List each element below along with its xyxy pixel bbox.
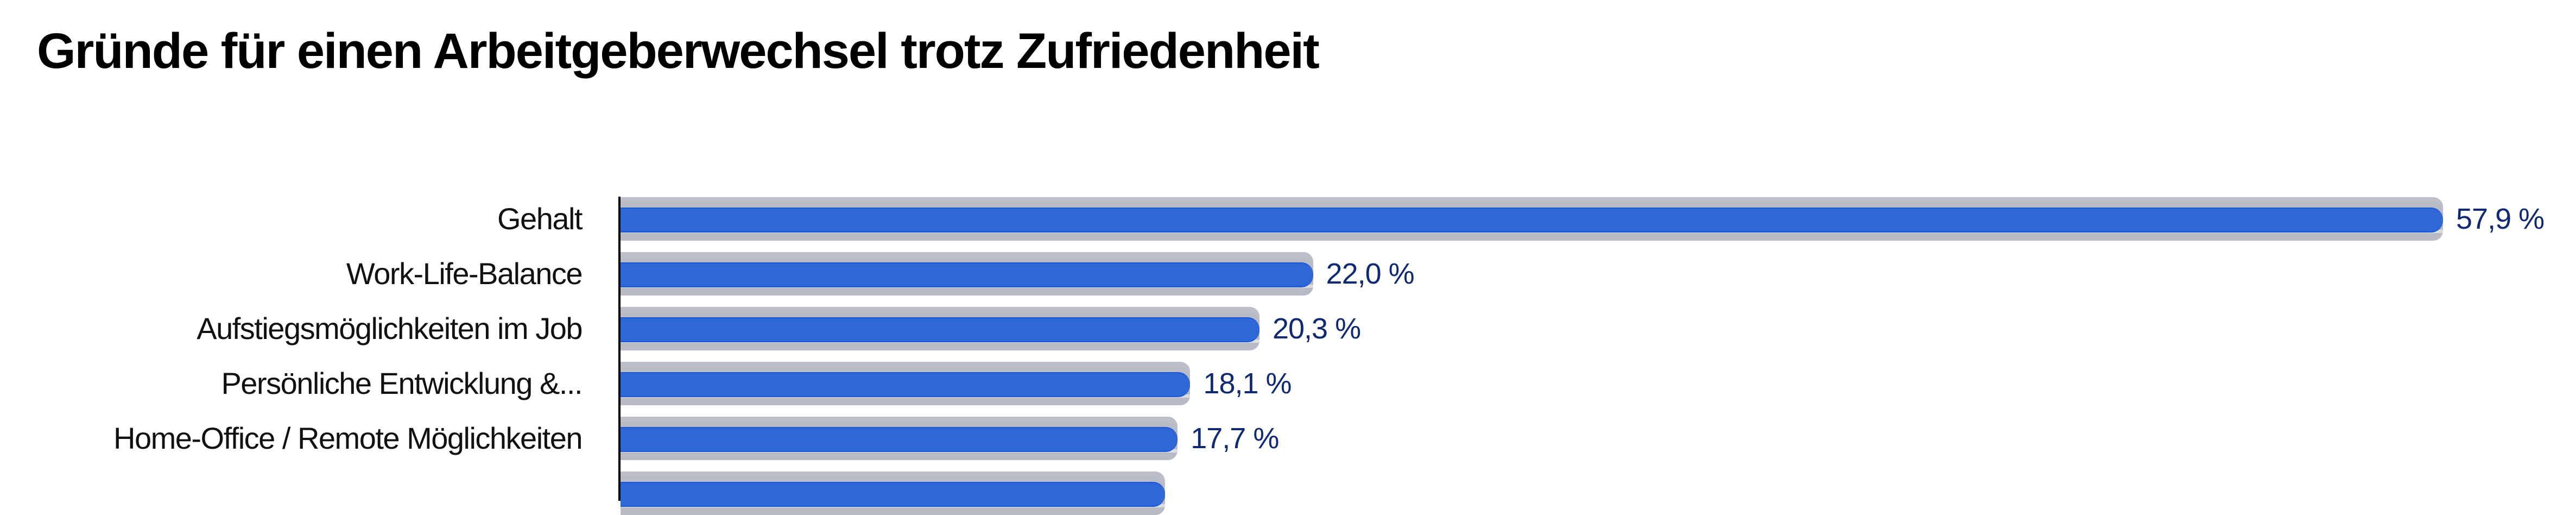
value-label: 20,3 % (1272, 312, 1361, 345)
value-label: 18,1 % (1203, 367, 1292, 400)
bar (621, 208, 2443, 233)
bar-row: Work-Life-Balance 22,0 % (0, 252, 2576, 296)
bar-row: Home-Office / Remote Möglichkeiten 17,7 % (0, 417, 2576, 460)
category-label: Home-Office / Remote Möglichkeiten (113, 421, 583, 455)
category-label: Aufstiegsmöglichkeiten im Job (197, 311, 583, 346)
bar-row: Aufstiegsmöglichkeiten im Job 20,3 % (0, 307, 2576, 350)
bar (621, 427, 1178, 452)
bar-row (0, 472, 2576, 515)
bar-row: Gehalt 57,9 % (0, 197, 2576, 241)
value-label: 17,7 % (1191, 422, 1279, 455)
value-label: 22,0 % (1326, 258, 1415, 290)
bar (621, 317, 1259, 342)
category-label: Work-Life-Balance (346, 256, 583, 291)
bar-chart: Gehalt 57,9 % Work-Life-Balance 22,0 % Aufst… (0, 197, 2576, 515)
bar (621, 372, 1191, 397)
bar-row: Persönliche Entwicklung &... 18,1 % (0, 362, 2576, 405)
bar (621, 262, 1313, 287)
y-axis-line (618, 197, 621, 501)
category-label: Gehalt (497, 202, 583, 236)
bar (621, 482, 1166, 507)
chart-title: Gründe für einen Arbeitgeberwechsel trot… (37, 23, 1320, 79)
category-label: Persönliche Entwicklung &... (221, 366, 583, 400)
value-label: 57,9 % (2456, 203, 2545, 235)
